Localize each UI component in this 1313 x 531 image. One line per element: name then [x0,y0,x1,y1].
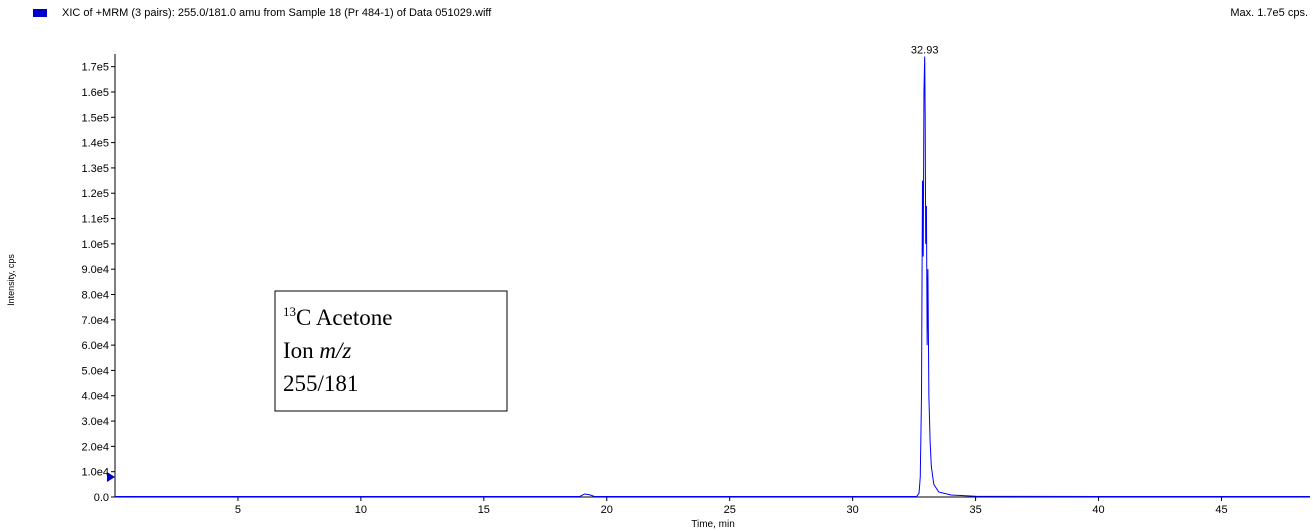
y-tick-label: 1.1e5 [81,214,109,226]
x-tick-label: 35 [969,504,981,516]
trace [115,56,1310,497]
annotation-text: C Acetone [296,305,392,330]
annotation-text: m/z [319,338,351,363]
superscript: 13 [283,304,296,319]
y-tick-label: 4.0e4 [81,391,109,403]
y-tick-label: 5.0e4 [81,365,109,377]
x-axis-label: Time, min [691,519,735,530]
y-tick-label: 1.3e5 [81,163,109,175]
legend-swatch [33,9,47,17]
y-tick-label: 1.4e5 [81,138,109,150]
annotation-line: Ion m/z [283,338,351,363]
x-tick-label: 40 [1092,504,1104,516]
annotation-line: 13C Acetone [283,304,392,330]
x-tick-label: 15 [478,504,490,516]
x-tick-label: 45 [1215,504,1227,516]
y-tick-label: 1.0e5 [81,239,109,251]
y-axis-label: Intensity, cps [6,254,16,306]
x-tick-label: 5 [235,504,241,516]
y-tick-label: 1.5e5 [81,112,109,124]
y-tick-label: 1.2e5 [81,188,109,200]
y-tick-label: 7.0e4 [81,315,109,327]
x-tick-label: 25 [724,504,736,516]
y-tick-label: 1.0e4 [81,467,109,479]
y-tick-label: 1.6e5 [81,87,109,99]
annotation-text: 255/181 [283,371,358,396]
x-tick-label: 20 [601,504,613,516]
annotation-box [274,290,508,412]
x-tick-label: 30 [847,504,859,516]
y-tick-label: 9.0e4 [81,264,109,276]
y-tick-label: 1.7e5 [81,62,109,74]
y-tick-label: 0.0 [94,492,109,504]
chart-title: XIC of +MRM (3 pairs): 255.0/181.0 amu f… [62,7,492,19]
y-tick-label: 6.0e4 [81,340,109,352]
x-tick-label: 10 [355,504,367,516]
max-label: Max. 1.7e5 cps. [1230,7,1308,19]
annotation-text: Ion [283,338,319,363]
axis-marker [107,472,115,482]
y-tick-label: 8.0e4 [81,289,109,301]
y-tick-label: 3.0e4 [81,416,109,428]
y-tick-label: 2.0e4 [81,441,109,453]
peak-label: 32.93 [911,45,939,57]
